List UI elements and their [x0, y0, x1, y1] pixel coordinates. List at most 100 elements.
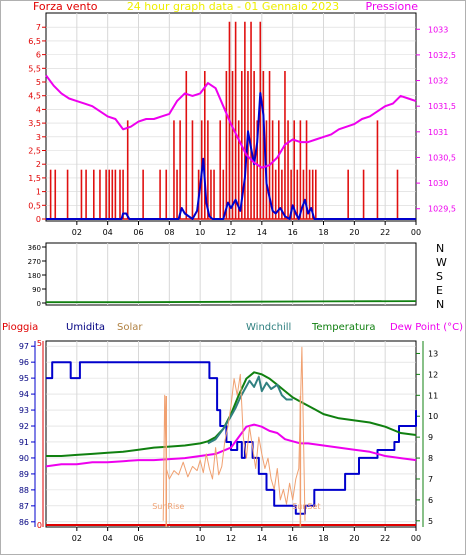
series-label-umidita: Umidita — [66, 322, 105, 333]
temperature-tick-label: 10 — [428, 412, 438, 421]
series-label-solar: Solar — [117, 322, 143, 333]
hour-tick-label: 04 — [103, 228, 113, 237]
wind-tick-label: 4 — [36, 105, 41, 114]
humidity-tick-label: 87 — [19, 502, 29, 511]
wind-pressure-panel: 7 6,5 6 5,5 5 4,5 4 3,5 3 2,5 2 1,5 1 0,5 0 1033 1032,5… — [28, 0, 456, 237]
wind-tick-label: 4,5 — [28, 92, 41, 101]
humidity-temperature-grid — [46, 341, 416, 527]
direction-tick-label: 180 — [28, 272, 41, 280]
temperature-tick-label: 9 — [428, 433, 433, 442]
series-label-dew-point-c: Dew Point (°C) — [390, 322, 463, 333]
direction-degrees-axis: 360 270 180 90 0 — [28, 244, 46, 308]
direction-tick-label: 360 — [28, 244, 41, 252]
hour-tick-label: 14 — [257, 534, 267, 543]
wind-axis-label: Forza vento — [33, 0, 98, 13]
wind-x-axis: 02 04 06 08 10 12 14 16 18 20 22 00 — [72, 221, 421, 237]
series-label-pioggia: Pioggia — [2, 322, 38, 333]
sun-annotations: SunRise SunSet — [152, 396, 321, 527]
compass-label: N — [436, 242, 444, 255]
hour-tick-label: 00 — [411, 228, 421, 237]
wind-left-axis: 7 6,5 6 5,5 5 4,5 4 3,5 3 2,5 2 1,5 1 0,5 0 — [28, 23, 46, 224]
wind-direction-grid — [76, 243, 386, 305]
wind-tick-label: 2 — [36, 160, 41, 169]
pressione-line — [45, 74, 417, 169]
pressure-tick-label: 1031 — [428, 128, 448, 137]
humidity-tick-label: 89 — [19, 470, 29, 479]
sun-event-label: SunRise — [152, 502, 184, 511]
humidity-tick-label: 91 — [19, 438, 29, 447]
hour-tick-label: 22 — [380, 228, 390, 237]
compass-label: S — [436, 270, 443, 283]
dew-point-c-line — [45, 423, 417, 468]
compass-label: W — [436, 256, 447, 269]
humidity-tick-label: 88 — [19, 486, 29, 495]
humidity-tick-label: 97 — [19, 342, 29, 351]
rain-tick-label: 5 — [37, 339, 42, 348]
hour-tick-label: 16 — [288, 228, 298, 237]
humidity-x-axis: 02 04 06 10 12 14 16 18 20 22 00 — [72, 527, 421, 543]
hour-tick-label: 22 — [380, 534, 390, 543]
wind-direction-series — [46, 300, 417, 304]
humidity-tick-label: 95 — [19, 374, 29, 383]
pressure-tick-label: 1030,5 — [428, 153, 456, 162]
wind-direction-line — [46, 300, 417, 304]
pressure-tick-label: 1032 — [428, 77, 448, 86]
humidity-tick-label: 96 — [19, 358, 29, 367]
wind-tick-label: 3,5 — [28, 119, 41, 128]
humidity-tick-label: 86 — [19, 518, 29, 527]
solar-line — [162, 346, 306, 521]
hour-tick-label: 14 — [257, 228, 267, 237]
pressure-tick-label: 1029,5 — [428, 205, 456, 214]
compass-label: E — [436, 284, 443, 297]
temperature-tick-label: 11 — [428, 391, 438, 400]
wind-tick-label: 3 — [36, 133, 41, 142]
hour-tick-label: 06 — [133, 534, 143, 543]
hour-tick-label: 06 — [133, 228, 143, 237]
hour-tick-label: 18 — [318, 228, 328, 237]
humidity-temperature-series — [45, 346, 417, 526]
pressure-tick-label: 1032,5 — [428, 51, 456, 60]
humidity-left-axis: 97 96 95 94 93 92 91 90 89 88 87 86 — [19, 341, 36, 527]
hour-tick-label: 12 — [226, 228, 236, 237]
compass-label: N — [436, 298, 444, 311]
wind-tick-label: 7 — [36, 23, 41, 32]
temperatura-line — [46, 371, 417, 457]
pressure-right-axis: 1033 1032,5 1032 1031,5 1031 1030,5 1030 1029,5 — [416, 25, 456, 214]
pressure-tick-label: 1033 — [428, 25, 448, 34]
temperature-tick-label: 5 — [428, 517, 433, 526]
direction-tick-label: 0 — [37, 300, 41, 308]
hour-tick-label: 00 — [411, 534, 421, 543]
wind-tick-label: 0,5 — [28, 201, 41, 210]
pressure-tick-label: 1030 — [428, 179, 448, 188]
pressure-axis-label: Pressione — [366, 0, 419, 13]
humidity-tick-label: 93 — [19, 406, 29, 415]
humidity-tick-label: 94 — [19, 390, 29, 399]
hour-tick-label: 02 — [72, 534, 82, 543]
wind-pressure-series — [45, 21, 417, 220]
umidita-line — [46, 361, 417, 515]
wind-tick-label: 1 — [36, 188, 41, 197]
hour-tick-label: 02 — [72, 228, 82, 237]
temperature-tick-label: 7 — [428, 475, 433, 484]
hour-tick-label: 12 — [226, 534, 236, 543]
temperature-right-axis: 13 12 11 10 9 8 7 6 5 — [416, 341, 438, 527]
series-label-windchill: Windchill — [246, 322, 291, 333]
wind-tick-label: 2,5 — [28, 147, 41, 156]
series-legend: Pioggia Umidita Solar Windchill Temperatura D… — [2, 322, 463, 333]
wind-tick-label: 5,5 — [28, 64, 41, 73]
rain-inner-axis: 50 — [37, 339, 44, 530]
humidity-tick-label: 90 — [19, 454, 29, 463]
wind-tick-label: 1,5 — [28, 174, 41, 183]
rain-tick-label: 0 — [37, 521, 42, 530]
vento-medio-line — [46, 92, 416, 220]
wind-tick-label: 6,5 — [28, 37, 41, 46]
direction-tick-label: 270 — [28, 258, 41, 266]
pressure-tick-label: 1031,5 — [428, 102, 456, 111]
sun-event-label: SunSet — [292, 502, 320, 511]
hour-tick-label: 20 — [349, 228, 359, 237]
hour-tick-label: 10 — [195, 228, 205, 237]
temperature-tick-label: 13 — [428, 349, 438, 358]
